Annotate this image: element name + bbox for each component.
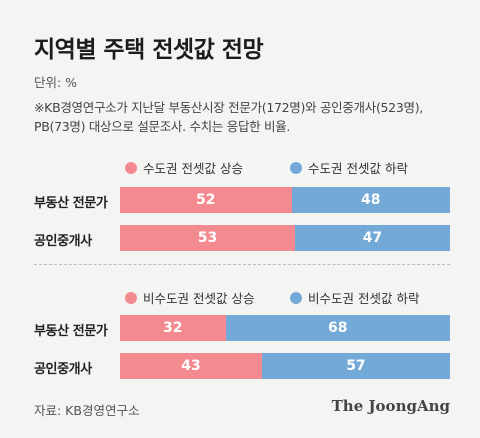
bar-row: 43 57 [120,353,450,379]
legend-fall-label: 수도권 전셋값 하락 [308,161,408,176]
bar-row: 53 47 [120,225,450,251]
source-label: 자료: KB경영연구소 [34,403,140,418]
legend-item-rise: 수도권 전셋값 상승 [125,158,243,177]
bar-segment-rise: 43 [120,353,262,379]
bar-segment-fall: 47 [294,225,450,251]
legend-item-rise: 비수도권 전셋값 상승 [125,288,254,307]
legend-rise-swatch [125,291,137,304]
category-label: 공인중개사 [34,362,92,377]
legend-rise-label: 비수도권 전셋값 상승 [143,291,255,306]
survey-note: ※KB경영연구소가 지난달 부동산시장 전문가(172명)와 공인중개사(523… [34,100,423,134]
category-label: 부동산 전문가 [34,324,108,339]
bar-segment-rise: 53 [120,225,295,251]
category-label: 공인중개사 [34,234,92,249]
legend-item-fall: 수도권 전셋값 하락 [290,158,408,177]
bar-row: 52 48 [120,187,450,213]
bar-segment-fall: 57 [261,353,450,379]
panel-divider [34,264,450,265]
legend: 수도권 전셋값 상승 수도권 전셋값 하락 [125,158,465,176]
legend-fall-swatch [290,161,302,174]
chart-title: 지역별 주택 전셋값 전망 [34,37,264,63]
legend-fall-label: 비수도권 전셋값 하락 [308,291,420,306]
legend-rise-swatch [125,161,137,174]
bar-segment-rise: 32 [120,315,226,341]
legend-rise-label: 수도권 전셋값 상승 [143,161,243,176]
bar-row: 32 68 [120,315,450,341]
legend-fall-swatch [290,291,302,304]
category-label: 부동산 전문가 [34,196,108,211]
legend: 비수도권 전셋값 상승 비수도권 전셋값 하락 [125,288,465,306]
bar-segment-fall: 68 [225,315,450,341]
bar-segment-fall: 48 [291,187,450,213]
legend-item-fall: 비수도권 전셋값 하락 [290,288,419,307]
brand-logo: The JoongAng [331,397,450,415]
bar-segment-rise: 52 [120,187,292,213]
unit-label: 단위: % [34,75,78,90]
